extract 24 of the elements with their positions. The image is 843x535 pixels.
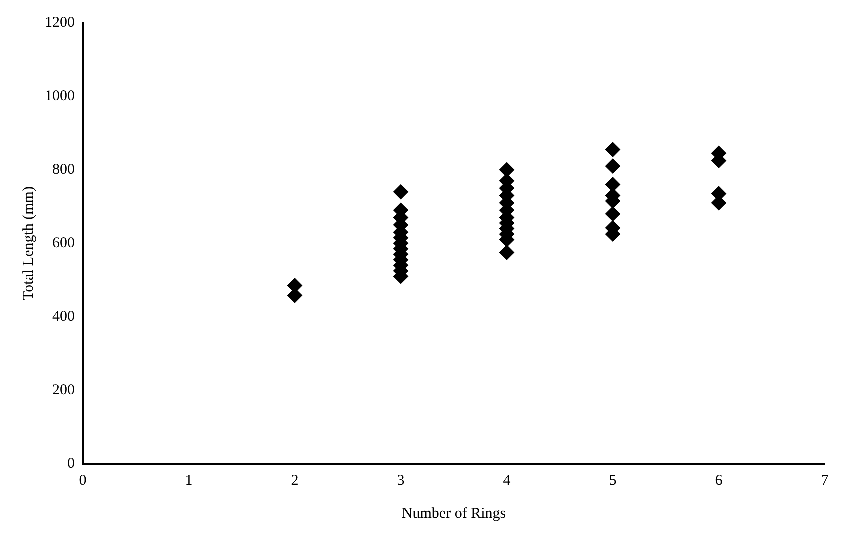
y-tick-label: 0 <box>68 456 75 472</box>
point <box>500 245 514 260</box>
point <box>606 158 620 174</box>
x-axis-title: Number of Rings <box>402 506 506 522</box>
point <box>606 142 620 158</box>
point <box>394 184 408 200</box>
y-tick-label: 200 <box>52 382 75 398</box>
x-tick-label: 7 <box>821 472 830 489</box>
x-tick-label: 1 <box>185 472 193 489</box>
point <box>606 206 620 222</box>
y-tick-label: 800 <box>52 162 75 178</box>
y-tick-label: 600 <box>52 235 75 252</box>
y-axis-title: Total Length (mm) <box>20 186 37 300</box>
x-tick-label: 0 <box>79 472 87 489</box>
point <box>606 177 620 192</box>
x-tick-label: 5 <box>609 472 617 489</box>
x-tick-label: 3 <box>397 472 405 489</box>
y-tick-label: 1000 <box>45 88 75 104</box>
x-tick-label: 4 <box>503 472 512 489</box>
x-tick-label: 6 <box>715 472 724 489</box>
point <box>500 162 514 178</box>
x-tick-label: 2 <box>291 472 299 489</box>
y-tick-label: 400 <box>52 308 75 325</box>
y-tick-label: 1200 <box>45 14 75 31</box>
